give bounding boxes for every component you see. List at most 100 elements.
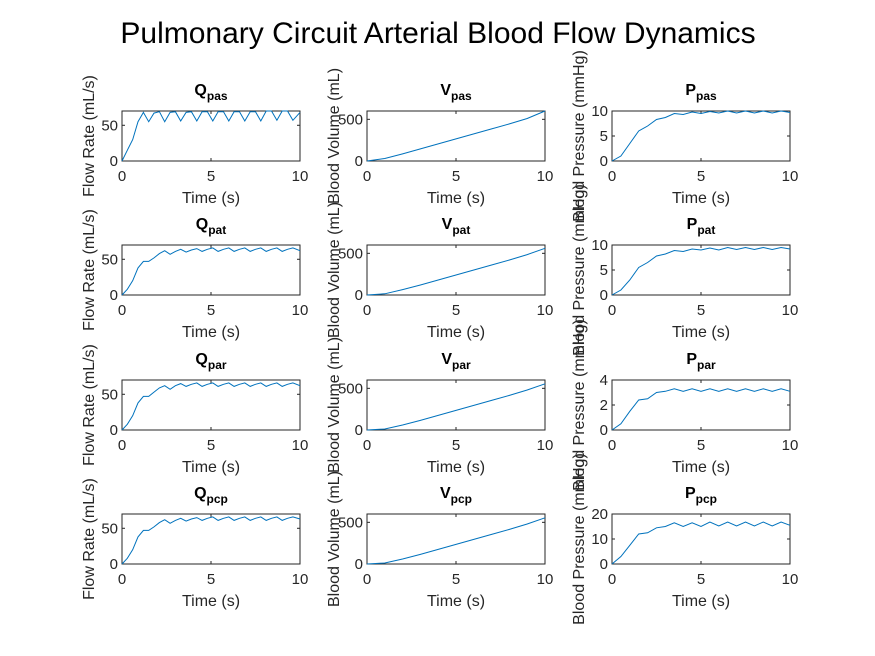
axes-frame	[121, 110, 301, 162]
subplot-v-pas: Vpas 0 5 10 0 500 Time (s) Blood Volume (mL)	[326, 68, 553, 207]
y-tick-label: 0	[355, 153, 363, 170]
subplot-p-pat: Ppat 0 5 10 0 5 10 Time (s) Blood Pressure (mmHg…	[571, 184, 798, 356]
y-tick-label: 10	[591, 531, 608, 548]
x-tick-label: 10	[537, 437, 554, 454]
y-tick-label: 50	[101, 251, 118, 268]
subplot-title-subscript: pat	[208, 223, 226, 237]
x-tick-label: 10	[782, 302, 799, 319]
y-tick-label: 10	[591, 237, 608, 254]
subplot-title: Vpas	[440, 82, 472, 103]
y-tick-label: 0	[110, 556, 118, 573]
x-tick-label: 5	[697, 437, 705, 454]
x-tick-label: 0	[363, 302, 371, 319]
x-axis-label: Time (s)	[182, 324, 240, 341]
subplot-title: Qpat	[196, 216, 226, 237]
x-tick-label: 5	[697, 168, 705, 185]
y-tick-label: 0	[110, 287, 118, 304]
y-axis-label: Blood Volume (mL)	[326, 471, 343, 607]
y-axis-label: Blood Pressure (mmHg)	[571, 50, 588, 222]
subplot-title-subscript: pat	[697, 223, 715, 237]
x-tick-label: 10	[537, 302, 554, 319]
axes-frame	[121, 244, 301, 296]
x-tick-label: 10	[292, 302, 309, 319]
x-tick-label: 10	[537, 571, 554, 588]
subplot-title-subscript: pcp	[207, 492, 228, 506]
y-tick-label: 5	[600, 128, 608, 145]
axes-frame	[121, 513, 301, 565]
y-axis-label: Flow Rate (mL/s)	[81, 209, 98, 331]
x-axis-label: Time (s)	[182, 459, 240, 476]
x-tick-label: 0	[118, 437, 126, 454]
x-axis-label: Time (s)	[427, 324, 485, 341]
y-tick-label: 5	[600, 262, 608, 279]
series-line	[611, 246, 791, 296]
subplot-title-main: V	[440, 485, 451, 502]
y-tick-label: 0	[600, 556, 608, 573]
subplot-title-subscript: pas	[451, 89, 472, 103]
x-tick-label: 10	[782, 168, 799, 185]
x-tick-label: 0	[363, 168, 371, 185]
x-tick-label: 0	[118, 168, 126, 185]
x-axis-label: Time (s)	[672, 190, 730, 207]
figure-title: Pulmonary Circuit Arterial Blood Flow Dy…	[120, 17, 755, 50]
y-tick-label: 0	[355, 422, 363, 439]
series-line	[611, 521, 791, 565]
y-tick-label: 0	[600, 287, 608, 304]
subplot-title: Ppas	[685, 82, 717, 103]
subplot-title: Ppar	[686, 351, 716, 372]
x-tick-label: 5	[207, 571, 215, 588]
y-tick-label: 50	[101, 386, 118, 403]
x-axis-label: Time (s)	[672, 459, 730, 476]
x-tick-label: 5	[697, 302, 705, 319]
y-tick-label: 500	[338, 245, 363, 262]
y-tick-label: 0	[110, 153, 118, 170]
subplot-p-pcp: Ppcp 0 5 10 0 10 20 Time (s) Blood Pressure (mmH…	[571, 453, 798, 625]
subplot-q-pas: Qpas 0 5 10 0 50 Time (s) Flow Rate (mL/s)	[81, 75, 308, 207]
x-tick-label: 5	[452, 168, 460, 185]
y-axis-label: Blood Volume (mL)	[326, 202, 343, 338]
series-line	[121, 516, 301, 565]
x-tick-label: 0	[608, 571, 616, 588]
x-tick-label: 5	[452, 302, 460, 319]
axes-frame	[366, 110, 546, 162]
y-tick-label: 50	[101, 117, 118, 134]
x-tick-label: 5	[207, 302, 215, 319]
subplot-q-pcp: Qpcp 0 5 10 0 50 Time (s) Flow Rate (mL/s)	[81, 478, 308, 610]
x-tick-label: 0	[608, 437, 616, 454]
axes-frame	[366, 379, 546, 431]
axes-frame	[611, 379, 791, 431]
subplot-title-subscript: pat	[452, 223, 470, 237]
subplot-title: Qpcp	[194, 485, 228, 506]
series-line	[121, 110, 301, 162]
subplot-title-subscript: pas	[207, 89, 228, 103]
subplot-title-subscript: par	[697, 358, 716, 372]
y-axis-label: Blood Volume (mL)	[326, 68, 343, 204]
subplot-title-subscript: pas	[696, 89, 717, 103]
x-tick-label: 0	[608, 302, 616, 319]
subplot-title-main: P	[687, 216, 698, 233]
subplot-p-par: Ppar 0 5 10 0 2 4 Time (s) Blood Pressure (mmHg)	[571, 319, 798, 491]
subplot-title-main: P	[685, 82, 696, 99]
y-axis-label: Flow Rate (mL/s)	[81, 478, 98, 600]
subplot-title-main: Q	[194, 82, 206, 99]
x-tick-label: 5	[452, 571, 460, 588]
x-axis-label: Time (s)	[427, 459, 485, 476]
series-line	[366, 383, 546, 431]
subplot-title-main: Q	[194, 485, 206, 502]
x-tick-label: 10	[537, 168, 554, 185]
subplot-title-main: Q	[195, 351, 207, 368]
y-tick-label: 2	[600, 397, 608, 414]
x-axis-label: Time (s)	[427, 190, 485, 207]
y-axis-label: Blood Pressure (mmHg)	[571, 184, 588, 356]
y-axis-label: Blood Pressure (mmHg)	[571, 319, 588, 491]
subplot-title: Ppcp	[685, 485, 717, 506]
x-tick-label: 0	[363, 437, 371, 454]
axes-frame	[366, 513, 546, 565]
x-axis-label: Time (s)	[672, 593, 730, 610]
axes-frame	[121, 379, 301, 431]
x-axis-label: Time (s)	[672, 324, 730, 341]
subplot-title-subscript: pcp	[451, 492, 472, 506]
subplot-title: Vpcp	[440, 485, 472, 506]
series-line	[366, 247, 546, 296]
